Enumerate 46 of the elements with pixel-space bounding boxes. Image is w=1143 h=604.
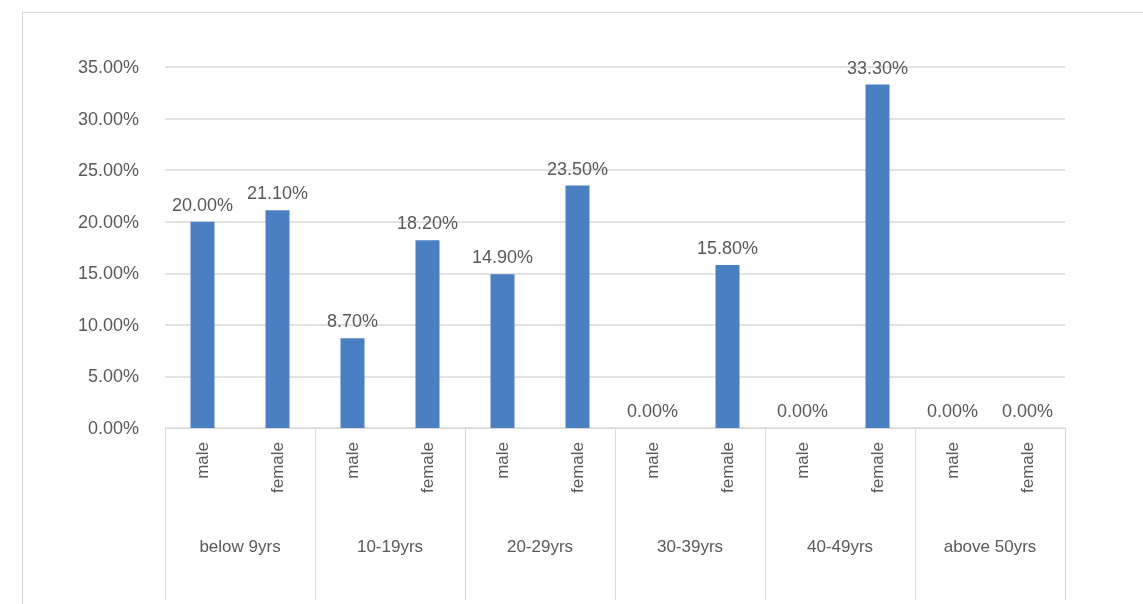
- data-label: 20.00%: [171, 194, 234, 215]
- text: below 9yrs: [199, 537, 281, 556]
- bar: [565, 185, 590, 428]
- data-label: 21.10%: [246, 183, 309, 204]
- x-tick-label: male: [493, 442, 512, 479]
- bar: [340, 338, 365, 428]
- text: 30-39yrs: [656, 537, 724, 556]
- data-label: 8.70%: [326, 311, 379, 332]
- x-tick-label: male: [793, 442, 812, 479]
- data-label: 0.00%: [926, 401, 979, 421]
- bar: [715, 265, 740, 428]
- x-tick-label: male: [343, 442, 362, 479]
- text: 40-49yrs: [806, 537, 874, 556]
- data-label: 0.00%: [626, 401, 679, 421]
- data-label: 18.20%: [396, 213, 459, 234]
- x-tick-label: male: [193, 442, 212, 479]
- y-tick-label: 10.00%: [77, 314, 139, 335]
- text: above 50yrs: [943, 537, 1037, 556]
- text: 10-19yrs: [356, 537, 424, 556]
- x-tick-label: female: [868, 442, 887, 494]
- text: 20-29yrs: [506, 537, 574, 556]
- data-label: 33.30%: [846, 57, 909, 78]
- x-tick-label: female: [568, 442, 587, 494]
- x-tick-label: female: [268, 442, 287, 494]
- x-tick-label: female: [1018, 442, 1037, 494]
- bar: [490, 274, 515, 428]
- bar: [415, 240, 440, 428]
- bar: [865, 84, 890, 428]
- bar: [265, 210, 290, 428]
- y-tick-label: 35.00%: [77, 57, 139, 77]
- x-tick-label: male: [643, 442, 662, 479]
- x-tick-label: male: [943, 442, 962, 479]
- y-tick-label: 5.00%: [87, 366, 139, 387]
- x-tick-label: female: [418, 442, 437, 494]
- x-tick-label: female: [718, 442, 737, 494]
- data-label: 0.00%: [1001, 401, 1054, 421]
- bar: [190, 221, 215, 428]
- data-label: 23.50%: [546, 158, 609, 179]
- y-tick-label: 25.00%: [77, 160, 139, 181]
- y-tick-label: 15.00%: [77, 263, 139, 284]
- y-tick-label: 20.00%: [77, 211, 139, 232]
- data-label: 14.90%: [471, 247, 534, 268]
- data-label: 15.80%: [696, 238, 759, 259]
- data-label: 0.00%: [776, 401, 829, 421]
- y-tick-label: 30.00%: [77, 108, 139, 129]
- y-tick-label: 0.00%: [87, 418, 139, 438]
